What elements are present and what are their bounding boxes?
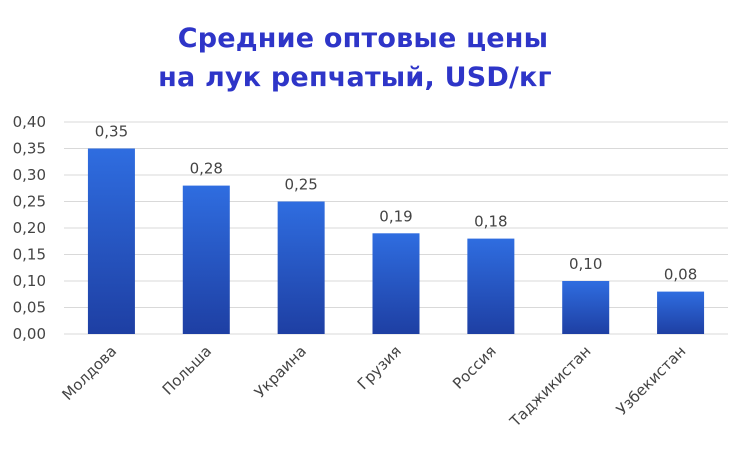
y-tick-label: 0,40 (13, 113, 46, 131)
chart-title-line-1: Средние оптовые цены (177, 23, 549, 54)
y-tick-label: 0,35 (13, 140, 46, 158)
bar (467, 238, 515, 334)
x-category-label: Узбекистан (613, 342, 690, 419)
bar (372, 233, 420, 334)
x-category-label: Молдова (59, 342, 121, 404)
y-tick-label: 0,00 (13, 325, 46, 343)
data-label: 0,28 (190, 160, 223, 178)
data-label: 0,35 (95, 123, 128, 141)
y-tick-label: 0,15 (13, 246, 46, 264)
data-label: 0,08 (664, 266, 697, 284)
x-category-label: Таджикистан (506, 342, 595, 431)
y-tick-label: 0,05 (13, 299, 46, 317)
x-category-label: Украина (251, 342, 310, 401)
bar (87, 148, 135, 334)
data-label: 0,10 (569, 255, 602, 273)
x-category-label: Россия (449, 342, 500, 393)
bar (182, 185, 230, 334)
y-tick-label: 0,30 (13, 166, 46, 184)
chart-title-line-2: на лук репчатый, USD/кг (158, 62, 552, 93)
y-tick-label: 0,25 (13, 193, 46, 211)
x-category-label: Польша (159, 342, 215, 398)
data-label: 0,18 (474, 213, 507, 231)
data-label: 0,19 (379, 207, 412, 225)
bar (277, 201, 325, 334)
y-tick-label: 0,20 (13, 219, 46, 237)
y-tick-label: 0,10 (13, 272, 46, 290)
bar (657, 291, 705, 334)
bar (562, 281, 610, 334)
x-category-label: Грузия (354, 342, 405, 393)
data-label: 0,25 (284, 176, 317, 194)
